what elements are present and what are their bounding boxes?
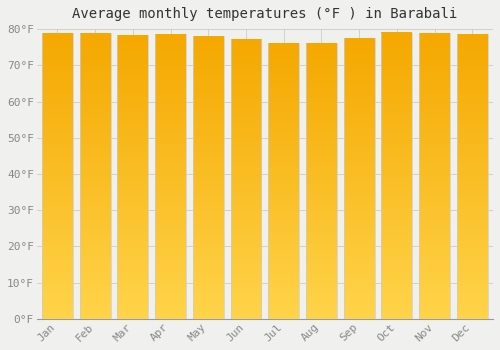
Title: Average monthly temperatures (°F ) in Barabali: Average monthly temperatures (°F ) in Ba…: [72, 7, 458, 21]
